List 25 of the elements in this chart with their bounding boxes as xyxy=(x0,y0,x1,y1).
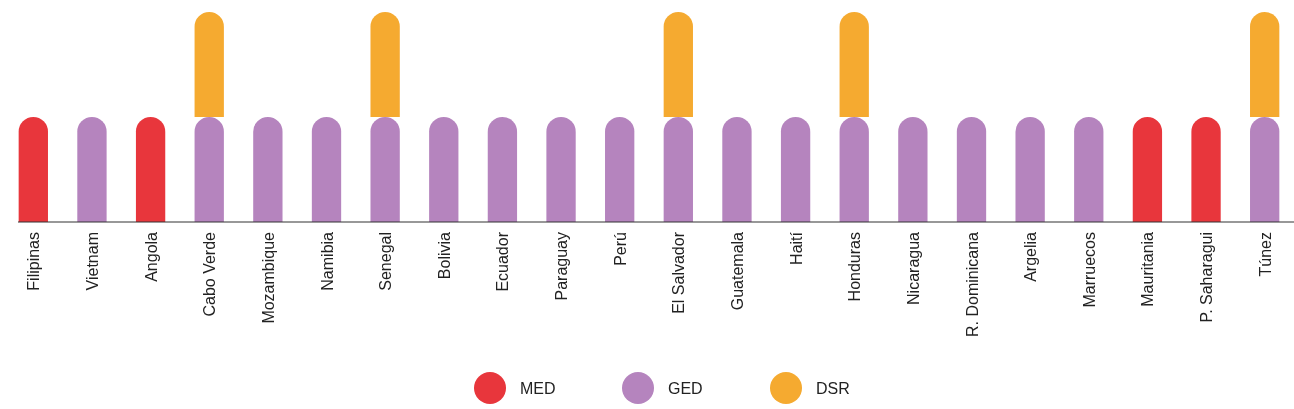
x-tick-label: Ecuador xyxy=(494,231,512,292)
x-tick-label: R. Dominicana xyxy=(963,231,981,337)
legend-label: GED xyxy=(668,380,703,397)
x-tick-label: P. Saharagui xyxy=(1198,232,1216,323)
x-tick-label: Bolivia xyxy=(435,231,453,280)
x-tick-label: Senegal xyxy=(377,232,395,291)
x-tick-label: Perú xyxy=(611,232,629,266)
x-tick-label: Vietnam xyxy=(83,232,101,291)
x-tick-label: Túnez xyxy=(1256,232,1274,277)
x-tick-label: Nicaragua xyxy=(904,231,922,305)
x-tick-label: Argelia xyxy=(1022,231,1040,282)
x-tick-label: Namibia xyxy=(318,231,336,291)
x-tick-label: Cabo Verde xyxy=(201,231,219,317)
x-tick-label: Marruecos xyxy=(1080,232,1098,308)
x-tick-label: Guatemala xyxy=(728,231,746,311)
x-tick-label: Mozambique xyxy=(259,231,277,324)
x-tick-label: Mauritania xyxy=(1139,231,1157,307)
x-tick-label: Angola xyxy=(142,231,160,282)
x-tick-label: Paraguay xyxy=(553,232,571,301)
legend-label: DSR xyxy=(816,380,850,397)
legend-label: MED xyxy=(520,380,556,397)
x-tick-label: Haití xyxy=(787,231,805,265)
x-tick-label: El Salvador xyxy=(670,231,688,314)
x-tick-label: Honduras xyxy=(846,232,864,302)
x-tick-label: Filipinas xyxy=(25,232,43,291)
